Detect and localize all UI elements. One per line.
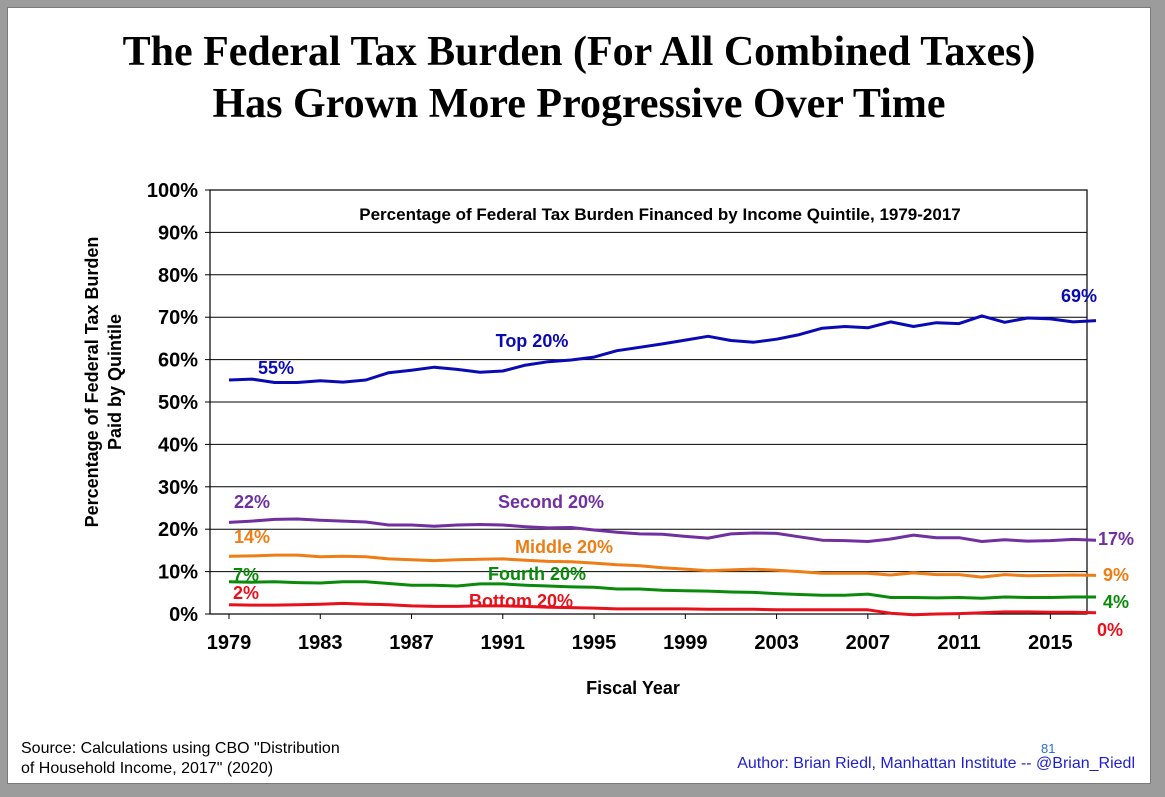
source-line-2: of Household Income, 2017" (2020): [21, 760, 274, 777]
series-label-fourth: Fourth 20%: [488, 564, 586, 584]
source-note: Source: Calculations using CBO "Distribu…: [21, 739, 340, 779]
end-value-label-middle: 9%: [1103, 565, 1129, 585]
x-tick-label: 1987: [389, 632, 434, 654]
start-value-label-fourth: 7%: [233, 565, 259, 585]
x-tick-label: 1983: [298, 632, 343, 654]
series-label-top: Top 20%: [496, 331, 569, 351]
chart-title: Percentage of Federal Tax Burden Finance…: [359, 205, 961, 224]
slide-title: The Federal Tax Burden (For All Combined…: [8, 26, 1150, 130]
page-number: 81: [1041, 741, 1056, 756]
y-axis-label-line-2: Paid by Quintile: [105, 314, 125, 450]
end-value-label-bottom: 0%: [1097, 620, 1123, 640]
y-tick-label: 50%: [158, 392, 198, 414]
y-tick-label: 80%: [158, 265, 198, 287]
start-value-label-middle: 14%: [234, 527, 270, 547]
x-axis-label: Fiscal Year: [586, 678, 680, 698]
y-tick-label: 0%: [169, 604, 198, 626]
y-tick-label: 90%: [158, 222, 198, 244]
series-line-middle: [228, 553, 1097, 579]
x-tick-label: 2011: [937, 632, 980, 654]
title-line-2: Has Grown More Progressive Over Time: [212, 81, 946, 127]
series-line-top: [228, 314, 1097, 384]
series-label-middle: Middle 20%: [515, 537, 613, 557]
author-credit: Author: Brian Riedl, Manhattan Institute…: [737, 755, 1135, 772]
y-tick-label: 70%: [158, 307, 198, 329]
start-value-label-bottom: 2%: [233, 583, 259, 603]
y-tick-label: 30%: [158, 477, 198, 499]
x-tick-label: 2007: [846, 632, 891, 654]
x-tick-label: 1995: [572, 632, 617, 654]
series-label-bottom: Bottom 20%: [469, 591, 573, 611]
y-axis-label-line-1: Percentage of Federal Tax Burden: [82, 237, 102, 528]
x-tick-label: 2003: [754, 632, 799, 654]
x-tick-label: 1999: [663, 632, 708, 654]
y-tick-label: 10%: [158, 562, 198, 584]
y-tick-label: 40%: [158, 434, 198, 456]
y-tick-label: 100%: [147, 180, 198, 202]
y-tick-label: 60%: [158, 350, 198, 372]
series-line-second: [228, 517, 1097, 543]
end-value-label-fourth: 4%: [1103, 592, 1129, 612]
end-value-label-second: 17%: [1098, 529, 1134, 549]
start-value-label-top: 55%: [258, 358, 294, 378]
x-tick-label: 1979: [207, 632, 252, 654]
series-label-second: Second 20%: [498, 492, 604, 512]
start-value-label-second: 22%: [234, 492, 270, 512]
series-line-fourth: [228, 580, 1096, 600]
title-line-1: The Federal Tax Burden (For All Combined…: [122, 29, 1036, 75]
x-tick-label: 2015: [1028, 632, 1073, 654]
y-tick-label: 20%: [158, 519, 198, 541]
end-value-label-top: 69%: [1061, 286, 1097, 306]
source-line-1: Source: Calculations using CBO "Distribu…: [21, 740, 340, 757]
x-tick-label: 1991: [481, 632, 526, 654]
series-line-bottom: [228, 601, 1097, 617]
